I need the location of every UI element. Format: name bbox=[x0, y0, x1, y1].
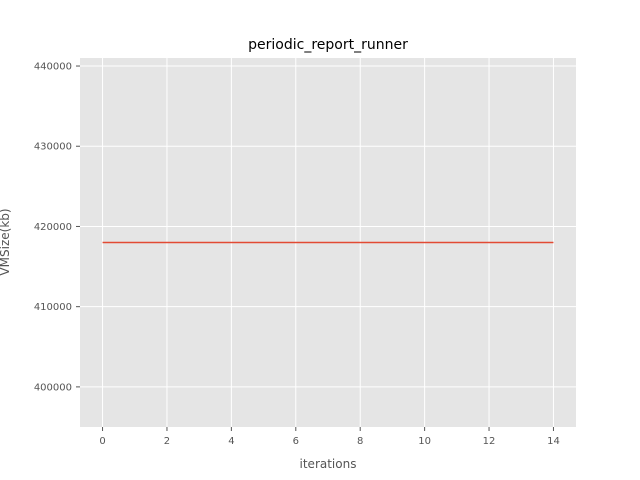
x-tick-label: 2 bbox=[164, 436, 170, 447]
y-axis-label: VMSize(kb) bbox=[0, 208, 12, 275]
y-axis: 400000 410000 420000 430000 440000 bbox=[34, 62, 80, 393]
x-tick-label: 6 bbox=[293, 436, 299, 447]
x-tick-label: 4 bbox=[228, 436, 234, 447]
y-tick-label: 440000 bbox=[34, 62, 72, 73]
x-tick-label: 10 bbox=[418, 436, 431, 447]
y-tick-label: 400000 bbox=[34, 382, 72, 393]
x-axis-label: iterations bbox=[300, 457, 357, 471]
y-tick-label: 430000 bbox=[34, 142, 72, 153]
x-tick-label: 0 bbox=[99, 436, 105, 447]
x-tick-label: 8 bbox=[357, 436, 363, 447]
x-axis: 0 2 4 6 8 10 12 14 bbox=[99, 427, 560, 447]
x-tick-label: 12 bbox=[483, 436, 496, 447]
y-tick-label: 420000 bbox=[34, 222, 72, 233]
chart-title: periodic_report_runner bbox=[248, 37, 408, 53]
x-tick-label: 14 bbox=[547, 436, 560, 447]
y-tick-label: 410000 bbox=[34, 302, 72, 313]
